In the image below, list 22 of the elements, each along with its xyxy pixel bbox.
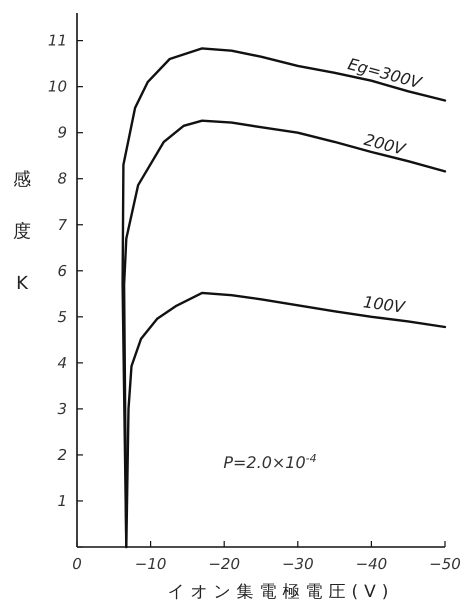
x-tick-label: −10 [134, 555, 166, 573]
x-tick-label: −50 [429, 555, 461, 573]
x-tick-label: −20 [208, 555, 240, 573]
x-tick-label: −40 [356, 555, 388, 573]
text: 感度K [13, 169, 31, 294]
y-tick-label: 8 [57, 170, 67, 188]
y-tick-label: 6 [57, 262, 67, 280]
x-axis-title: イオン集電極電圧(V) [168, 582, 394, 602]
annotation: P=2.0×10$^{-4}$ [223, 452, 317, 472]
y-tick-label: 4 [57, 354, 67, 372]
y-tick-label: 3 [57, 400, 67, 418]
y-tick-label: 11 [48, 32, 67, 50]
x-tick-label: 0 [72, 555, 82, 573]
y-tick-label: 5 [57, 308, 67, 326]
text: 100V [362, 292, 407, 317]
y-tick-label: 7 [57, 216, 68, 234]
y-tick-label: 2 [57, 446, 67, 464]
text: 200V [362, 130, 408, 160]
y-tick-label: 10 [48, 78, 67, 96]
x-tick-label: −30 [282, 555, 314, 573]
y-tick-label: 1 [57, 492, 67, 510]
y-tick-label: 9 [57, 124, 67, 142]
